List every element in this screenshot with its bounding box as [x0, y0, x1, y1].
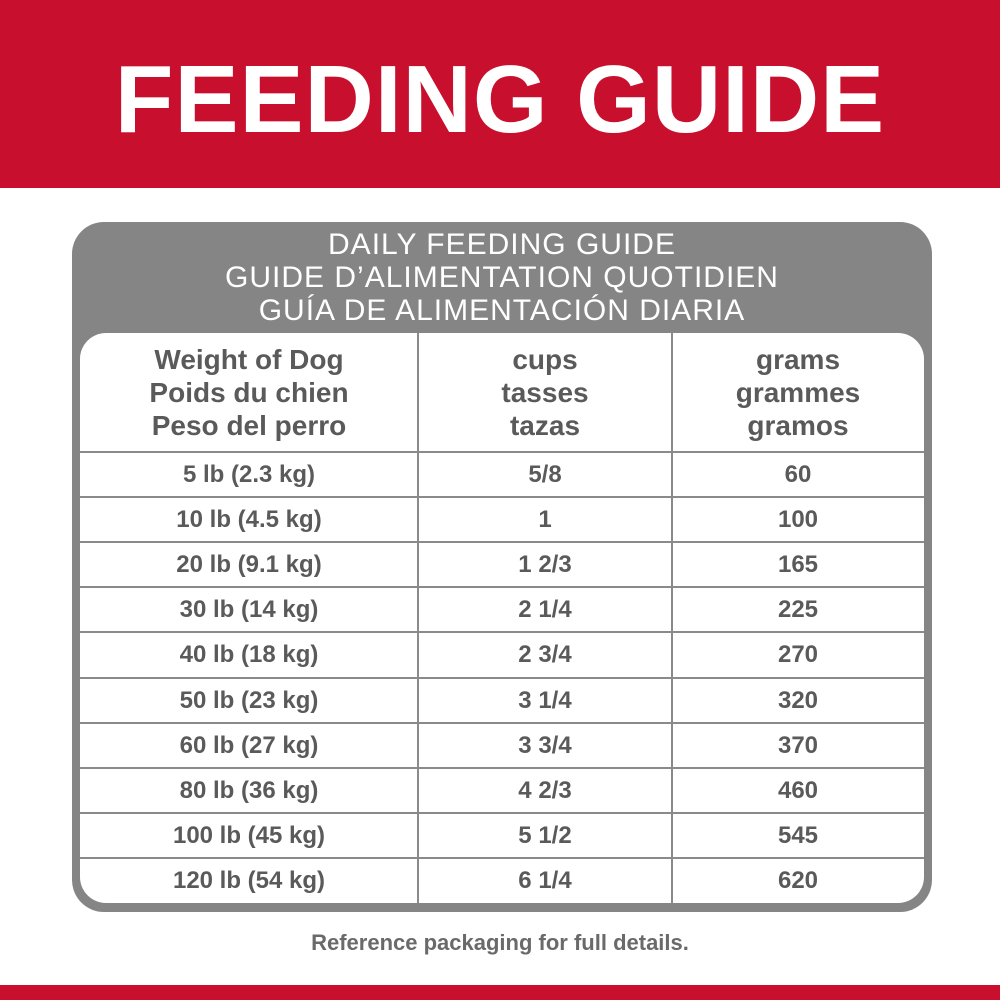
table-title: GUIDE D’ALIMENTATION QUOTIDIEN [225, 261, 779, 294]
row-divider [80, 586, 924, 589]
row-divider [80, 721, 924, 724]
row-divider [80, 856, 924, 859]
table-cell: 5 lb (2.3 kg) [182, 461, 316, 488]
table-cell: 2 3/4 [518, 641, 572, 669]
table-cell: 6 1/4 [518, 866, 572, 894]
table-cell: 370 [777, 731, 819, 759]
row-divider [80, 811, 924, 814]
column-header: grams [755, 344, 841, 375]
footnote: Reference packaging for full details. [311, 930, 689, 955]
column-header: Poids du chien [149, 377, 349, 408]
row-divider [80, 766, 924, 769]
table-cell: 620 [777, 866, 819, 894]
table-cell: 5 1/2 [518, 821, 572, 849]
table-cell: 460 [777, 776, 819, 804]
table-cell: 80 lb (36 kg) [179, 776, 319, 804]
table-cell: 20 lb (9.1 kg) [176, 551, 322, 579]
column-header: tasses [501, 377, 589, 408]
table-cell: 1 [538, 506, 552, 534]
table-cell: 3 3/4 [518, 731, 572, 759]
table-cell: 50 lb (23 kg) [179, 686, 319, 714]
table-cell: 270 [777, 641, 819, 669]
table-cell: 100 [777, 506, 819, 534]
footer-band [0, 985, 1000, 1000]
table-cell: 100 lb (45 kg) [172, 821, 326, 849]
column-header: cups [512, 344, 578, 375]
header-band [0, 0, 1000, 188]
column-divider [671, 333, 673, 903]
table-cell: 225 [777, 596, 819, 624]
table-cell: 545 [777, 821, 819, 849]
table-cell: 10 lb (4.5 kg) [176, 506, 322, 534]
table-cell: 1 2/3 [518, 551, 572, 579]
table-title: DAILY FEEDING GUIDE [328, 228, 676, 261]
table-cell: 60 [784, 461, 812, 488]
row-divider [80, 676, 924, 679]
row-divider [80, 541, 924, 544]
table-cell: 5/8 [528, 461, 562, 488]
table-cell: 2 1/4 [518, 596, 572, 624]
row-divider [80, 451, 924, 453]
title: FEEDING GUIDE [114, 46, 886, 153]
table-cell: 320 [777, 686, 819, 714]
row-divider [80, 631, 924, 634]
table-cell: 30 lb (14 kg) [179, 596, 319, 624]
column-header: Peso del perro [151, 410, 347, 441]
column-header: Weight of Dog [154, 344, 344, 375]
table-cell: 40 lb (18 kg) [179, 641, 319, 669]
table-title: GUÍA DE ALIMENTACIÓN DIARIA [258, 294, 746, 327]
table-cell: 120 lb (54 kg) [172, 866, 326, 894]
column-header: grammes [735, 377, 861, 408]
table-cell: 3 1/4 [518, 686, 572, 714]
table-cell: 4 2/3 [518, 776, 572, 804]
table-cell: 60 lb (27 kg) [179, 731, 319, 759]
column-header: tazas [509, 410, 581, 441]
table-cell: 165 [777, 551, 819, 579]
table: Weight of Dog Poids du chien Peso del perr… [80, 333, 924, 903]
row-divider [80, 496, 924, 499]
column-header: gramos [747, 410, 849, 441]
column-divider [417, 333, 419, 903]
